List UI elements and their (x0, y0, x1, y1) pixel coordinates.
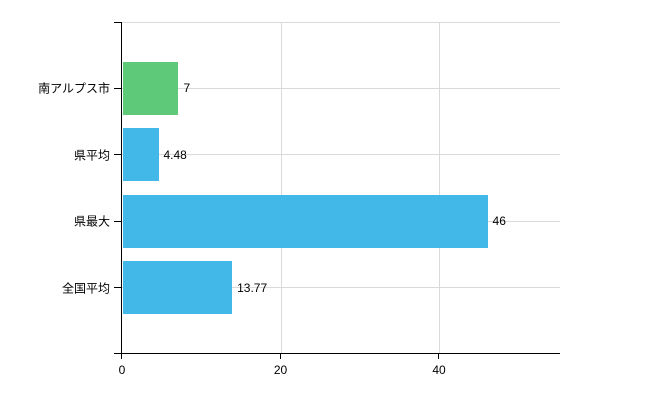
bar-4 (123, 261, 233, 315)
y-axis-tick (114, 154, 122, 156)
x-axis-tick (438, 354, 439, 359)
bar-1 (123, 61, 179, 115)
category-label: 県平均 (73, 148, 110, 163)
bar-value-label: 4.48 (163, 147, 187, 162)
y-axis-tick (114, 220, 122, 222)
y-axis-tick (114, 287, 122, 289)
bar-value-label: 7 (183, 81, 191, 96)
category-label: 南アルプス市 (38, 81, 110, 96)
category-label: 全国平均 (61, 281, 110, 296)
bar-value-label: 46 (492, 214, 506, 229)
x-axis-line (114, 353, 560, 354)
y-axis-line (121, 22, 122, 354)
gridline-horizontal (122, 21, 560, 23)
x-tick-label: 40 (432, 363, 446, 377)
category-label: 県最大 (73, 214, 110, 229)
gridline-vertical (439, 22, 440, 354)
gridline-horizontal (122, 287, 560, 289)
x-tick-label: 0 (118, 363, 126, 377)
gridline-vertical (280, 22, 282, 354)
bar-2 (123, 128, 159, 182)
y-axis-tick (114, 21, 122, 23)
gridline-horizontal (122, 154, 560, 156)
y-axis-tick (114, 87, 122, 89)
bar-value-label: 13.77 (237, 280, 268, 295)
bar-3 (123, 194, 488, 248)
x-axis-tick (279, 354, 281, 359)
x-axis-tick (121, 354, 122, 359)
x-tick-label: 20 (273, 363, 288, 377)
gridline-horizontal (122, 87, 560, 89)
